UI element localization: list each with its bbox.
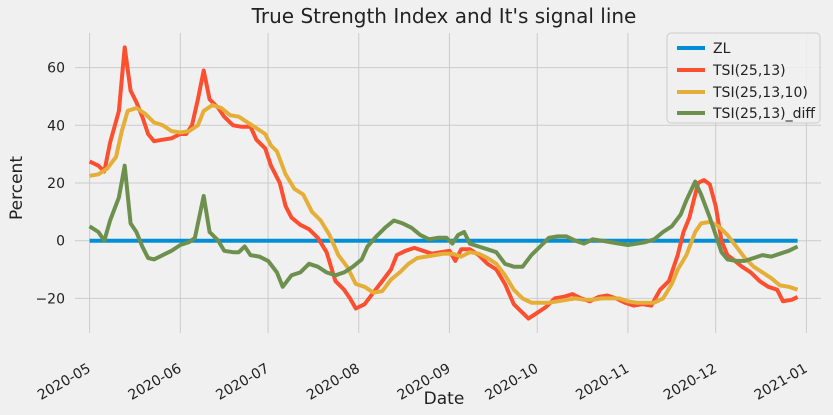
y-tick-label: 40 (47, 118, 65, 134)
y-tick-labels: −20 0 20 40 60 (35, 61, 65, 308)
legend-label: TSI(25,13) (712, 63, 786, 79)
legend-label: ZL (713, 41, 731, 57)
y-tick-label: 60 (47, 61, 65, 77)
legend-label: TSI(25,13,10) (712, 85, 808, 101)
chart-title: True Strength Index and It's signal line (251, 4, 637, 28)
y-tick-label: 20 (47, 176, 65, 192)
y-tick-label: 0 (56, 234, 65, 250)
x-axis-label: Date (424, 389, 465, 409)
legend: ZL TSI(25,13) TSI(25,13,10) TSI(25,13)_diff (666, 32, 821, 124)
legend-box (666, 32, 821, 124)
series-line-4 (88, 163, 799, 289)
series-layer (88, 45, 799, 321)
series-line-3 (89, 103, 799, 305)
legend-label: TSI(25,13)_diff (712, 106, 815, 122)
y-tick-label: −20 (35, 291, 65, 307)
y-axis-label: Percent (7, 156, 27, 220)
